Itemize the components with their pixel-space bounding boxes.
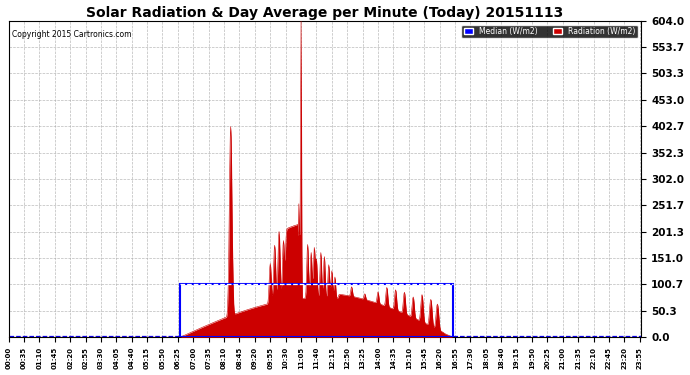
- Legend: Median (W/m2), Radiation (W/m2): Median (W/m2), Radiation (W/m2): [461, 24, 638, 38]
- Title: Solar Radiation & Day Average per Minute (Today) 20151113: Solar Radiation & Day Average per Minute…: [86, 6, 564, 20]
- Bar: [180, 285, 453, 337]
- Text: Copyright 2015 Cartronics.com: Copyright 2015 Cartronics.com: [12, 30, 131, 39]
